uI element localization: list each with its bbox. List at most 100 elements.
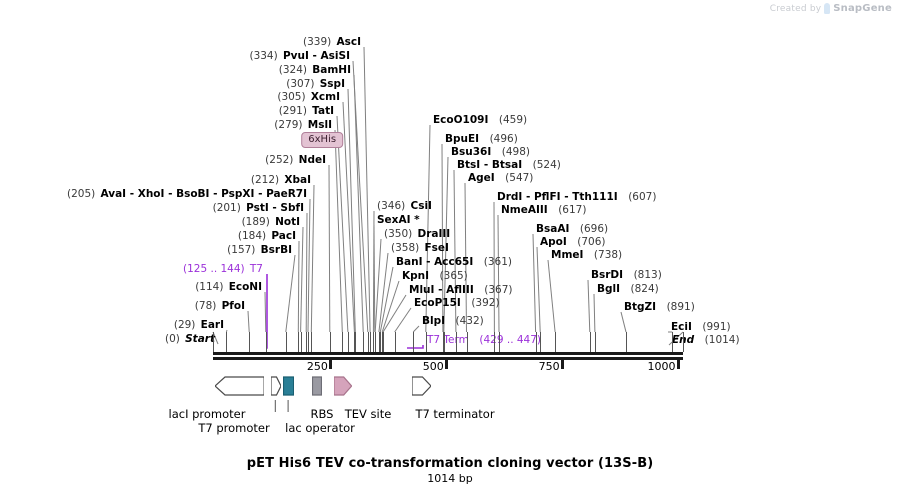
ruler-tick-nub xyxy=(676,360,680,369)
site-tick xyxy=(375,332,377,352)
restriction-site-label[interactable]: EcoP15I (392) xyxy=(414,297,500,309)
restriction-site-label[interactable]: BsrDI (813) xyxy=(591,269,662,281)
ruler-tick-label: 250 xyxy=(306,360,328,373)
restriction-site-label[interactable]: (334) PvuI - AsiSI xyxy=(249,50,350,62)
restriction-site-label[interactable]: (279) MslI xyxy=(274,119,332,131)
site-tick xyxy=(466,332,468,352)
label-position: (738) xyxy=(593,249,623,261)
restriction-site-label[interactable]: BpuEI (496) xyxy=(445,133,518,145)
feature-shape xyxy=(311,376,322,396)
restriction-site-label[interactable]: (205) AvaI - XhoI - BsoBI - PspXI - PaeR… xyxy=(67,188,307,200)
label-position: (157) xyxy=(227,244,256,256)
feature-shape xyxy=(282,376,294,396)
label-name: BtsI - BtsaI xyxy=(457,159,523,171)
feature-label-name: T7 xyxy=(249,263,263,275)
restriction-site-label[interactable]: (114) EcoNI xyxy=(195,281,262,293)
site-leader-line xyxy=(305,212,308,333)
site-leader-line xyxy=(381,280,400,333)
feature-glyph-tev-site[interactable] xyxy=(333,374,353,398)
site-leader-line xyxy=(536,246,541,333)
restriction-site-label[interactable]: BsaAI (696) xyxy=(536,223,608,235)
ruler-tick-nub xyxy=(328,360,332,369)
label-name: DraIII xyxy=(417,228,451,240)
restriction-site-label[interactable]: ApoI (706) xyxy=(540,236,606,248)
site-leader-line xyxy=(378,252,389,333)
restriction-site-label[interactable]: (201) PstI - SbfI xyxy=(213,202,304,214)
restriction-site-label[interactable]: SexAI * xyxy=(377,214,420,226)
restriction-site-label[interactable]: (346) CsiI xyxy=(377,200,432,212)
page-subtitle: 1014 bp xyxy=(427,472,473,485)
label-name: BanI - Acc65I xyxy=(396,256,474,268)
restriction-site-label[interactable]: (350) DraIII xyxy=(384,228,450,240)
restriction-site-label[interactable]: BglI (824) xyxy=(597,283,659,295)
feature-shape xyxy=(270,376,282,396)
restriction-site-label[interactable]: (212) XbaI xyxy=(251,174,311,186)
restriction-site-label[interactable]: BlpI (432) xyxy=(422,315,484,327)
feature-glyph-lac-operator[interactable] xyxy=(282,374,294,398)
restriction-site-label[interactable]: (358) FseI xyxy=(391,242,449,254)
label-position: (706) xyxy=(577,236,606,248)
site-leader-line xyxy=(297,240,300,333)
label-position: (459) xyxy=(498,114,528,126)
restriction-site-label[interactable]: (184) PacI xyxy=(238,230,296,242)
restriction-site-label[interactable]: AgeI (547) xyxy=(468,172,533,184)
feature-shape xyxy=(333,376,353,396)
site-tick xyxy=(594,332,596,352)
restriction-site-label[interactable]: MmeI (738) xyxy=(551,249,622,261)
restriction-site-label[interactable]: (157) BsrBI xyxy=(227,244,292,256)
label-name: MluI - AflIII xyxy=(409,284,474,296)
restriction-site-label[interactable]: (0) Start xyxy=(165,333,215,345)
restriction-site-label[interactable]: DrdI - PflFI - Tth111I (607) xyxy=(497,191,656,203)
feature-glyph-laci-promoter[interactable] xyxy=(213,374,265,398)
feature-glyph-rbs[interactable] xyxy=(311,374,322,398)
label-position: (346) xyxy=(377,200,406,212)
restriction-site-label[interactable]: MluI - AflIII (367) xyxy=(409,284,512,296)
label-position: (365) xyxy=(439,270,468,282)
restriction-site-label[interactable]: (78) PfoI xyxy=(195,300,245,312)
label-name: KpnI xyxy=(402,270,430,282)
site-tick xyxy=(213,332,214,352)
restriction-site-label[interactable]: (291) TatI xyxy=(279,105,334,117)
feature-glyph-t7-terminator[interactable] xyxy=(411,374,432,398)
ruler-tick-label: 750 xyxy=(538,360,560,373)
restriction-site-label[interactable]: EciI (991) xyxy=(671,321,731,333)
feature-name-label: lacI promoter xyxy=(168,407,246,421)
page-title: pET His6 TEV co-transformation cloning v… xyxy=(246,456,654,471)
label-name: Bsu36I xyxy=(451,146,492,158)
site-tick xyxy=(455,332,457,352)
site-leader-line xyxy=(372,210,375,333)
restriction-site-label[interactable]: BanI - Acc65I (361) xyxy=(396,256,512,268)
restriction-site-label[interactable]: (305) XcmI xyxy=(277,91,340,103)
restriction-site-label[interactable]: KpnI (365) xyxy=(402,270,468,282)
restriction-site-label[interactable]: BtsI - BtsaI (524) xyxy=(457,159,561,171)
restriction-site-label[interactable]: (324) BamHI xyxy=(279,64,351,76)
restriction-site-label[interactable]: (339) AscI xyxy=(303,36,361,48)
restriction-site-label[interactable]: (29) EarI xyxy=(174,319,224,331)
label-position: (212) xyxy=(250,174,280,186)
site-tick xyxy=(363,332,365,352)
label-name: MmeI xyxy=(551,249,584,261)
label-name: BsrDI xyxy=(591,269,624,281)
feature-glyph-t7-promoter[interactable] xyxy=(270,374,282,398)
restriction-site-label[interactable]: (189) NotI xyxy=(242,216,300,228)
his-tag-badge[interactable]: 6xHis xyxy=(301,132,344,148)
label-position: (29) xyxy=(173,319,196,331)
site-tick xyxy=(370,332,372,352)
label-position: (279) xyxy=(274,119,303,131)
site-leader-line xyxy=(352,60,369,333)
restriction-site-label[interactable]: EcoO109I (459) xyxy=(433,114,527,126)
site-tick xyxy=(373,332,375,352)
restriction-site-label[interactable]: NmeAIII (617) xyxy=(501,204,586,216)
restriction-site-label[interactable]: BtgZI (891) xyxy=(624,301,695,313)
site-leader-line xyxy=(363,46,371,333)
watermark-brand: SnapGene xyxy=(833,3,892,14)
restriction-site-label[interactable]: (252) NdeI xyxy=(265,154,326,166)
label-position: (392) xyxy=(471,297,500,309)
label-name: BtgZI xyxy=(624,301,657,313)
site-leader-line xyxy=(247,310,250,333)
feature-range-label[interactable]: (125 .. 144) T7 xyxy=(183,263,263,275)
restriction-site-label[interactable]: Bsu36I (498) xyxy=(451,146,530,158)
ruler-tick-label: 500 xyxy=(422,360,444,373)
restriction-site-label[interactable]: End (1014) xyxy=(672,334,740,346)
restriction-site-label[interactable]: (307) SspI xyxy=(286,78,345,90)
